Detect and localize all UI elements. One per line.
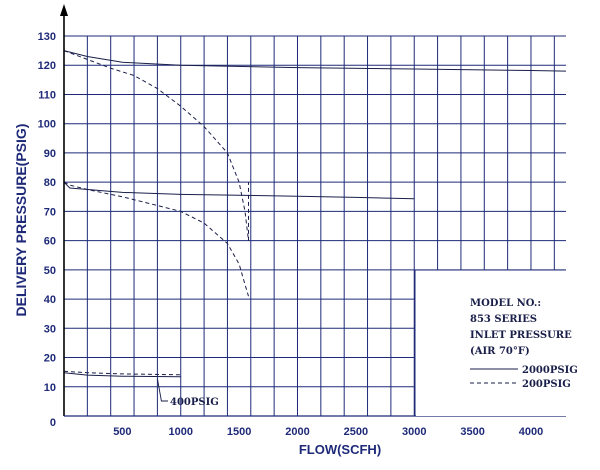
legend-title-line: 853 SERIES <box>470 314 537 325</box>
y-tick-label: 40 <box>44 294 56 306</box>
y-tick-label: 50 <box>44 265 56 277</box>
series-line-1 <box>63 50 567 72</box>
tick-labels: 0 10 20 30 40 50 60 70 80 90 100 110 120 130 500 1000 15… <box>38 31 544 438</box>
y-tick-label: 30 <box>44 323 56 335</box>
series-line-5 <box>63 372 181 378</box>
x-tick-label: 3000 <box>402 426 426 438</box>
x-tick-label: 4000 <box>519 426 543 438</box>
x-tick-label: 1500 <box>227 426 251 438</box>
legend: MODEL NO.: 853 SERIES INLET PRESSURE (AIR 7… <box>416 271 578 416</box>
y-tick-label: 60 <box>44 236 56 248</box>
legend-title-line: (AIR 70°F) <box>470 346 530 357</box>
legend-background <box>416 271 569 416</box>
y-tick-label: 120 <box>38 60 56 72</box>
y-tick-label: 80 <box>44 177 56 189</box>
annotation-label: 400PSIG <box>170 397 219 408</box>
y-tick-label: 100 <box>38 119 56 131</box>
legend-title-line: INLET PRESSURE <box>470 330 572 341</box>
x-tick-label: 3500 <box>460 426 484 438</box>
y-tick-label: 0 <box>50 417 56 429</box>
y-tick-label: 20 <box>44 353 56 365</box>
annotations: 400PSIG <box>156 378 219 408</box>
y-tick-label: 70 <box>44 206 56 218</box>
y-tick-label: 90 <box>44 148 56 160</box>
y-axis-label: DELIVERY PRESSURE(PSIG) <box>13 124 29 317</box>
series-line-6 <box>63 370 181 376</box>
y-axis-arrow <box>60 4 68 16</box>
y-tick-label: 10 <box>44 382 56 394</box>
x-axis-label: FLOW(SCFH) <box>299 442 381 457</box>
axis-labels: FLOW(SCFH) DELIVERY PRESSURE(PSIG) <box>13 124 381 457</box>
legend-entry-label: 200PSIG <box>522 379 571 390</box>
series-line-2 <box>63 50 249 241</box>
x-tick-label: 2500 <box>344 426 368 438</box>
x-tick-label: 1000 <box>169 426 193 438</box>
x-tick-label: 2000 <box>285 426 309 438</box>
x-tick-label: 500 <box>113 426 131 438</box>
series-line-3 <box>63 181 415 200</box>
legend-entry-label: 2000PSIG <box>522 365 578 376</box>
y-tick-label: 110 <box>38 89 56 101</box>
series-line-4 <box>63 181 249 297</box>
grid <box>64 35 566 416</box>
series-lines <box>63 50 567 378</box>
legend-title-line: MODEL NO.: <box>470 298 541 309</box>
annotation-leader <box>156 378 168 402</box>
y-tick-label: 130 <box>38 31 56 43</box>
